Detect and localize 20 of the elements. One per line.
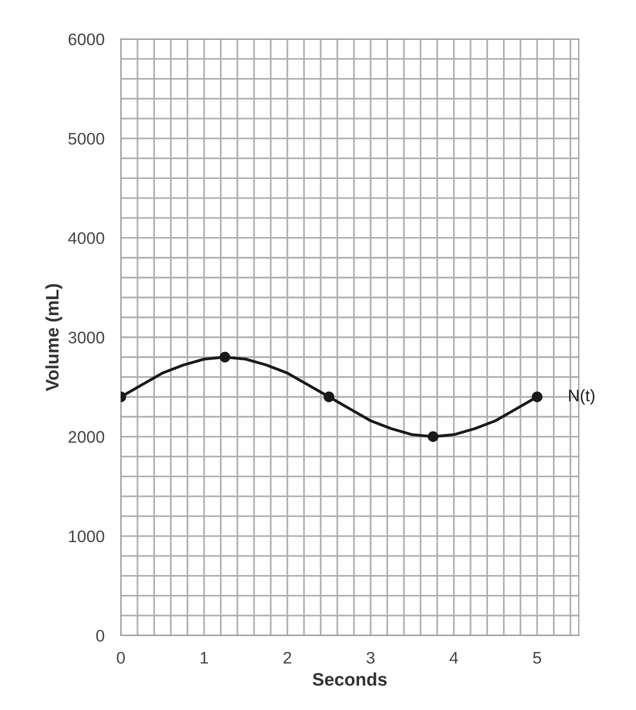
x-tick-label: 4: [450, 652, 458, 664]
y-tick-label: 4000: [68, 232, 104, 244]
y-tick-label: 3000: [68, 332, 104, 344]
point: [324, 392, 334, 402]
point: [220, 352, 230, 362]
x-tick-label: 3: [366, 652, 375, 664]
y-tick-label: 5000: [68, 132, 104, 145]
x-tick-label: 5: [533, 652, 542, 664]
y-tick-label: 6000: [68, 33, 104, 46]
y-tick-label: 2000: [68, 431, 104, 443]
x-tick-label: 1: [200, 652, 208, 664]
x-axis-title: Seconds: [312, 672, 387, 686]
y-axis-title: Volume (mL): [45, 284, 62, 392]
point: [428, 431, 438, 442]
point: [532, 392, 542, 402]
y-tick-label: 0: [96, 630, 104, 642]
series-label: N(t): [569, 389, 594, 405]
y-tick-label: 1000: [69, 530, 104, 542]
x-tick-label: 0: [116, 652, 125, 664]
x-tick-label: 2: [284, 652, 292, 664]
